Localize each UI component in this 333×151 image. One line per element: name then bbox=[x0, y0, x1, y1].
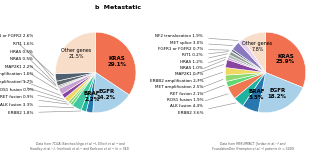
Wedge shape bbox=[225, 67, 265, 75]
Text: MAP2K1 2.2%: MAP2K1 2.2% bbox=[5, 65, 58, 90]
Wedge shape bbox=[59, 72, 96, 94]
Text: ERBB2 amplification 1.6%: ERBB2 amplification 1.6% bbox=[0, 72, 61, 95]
Text: Other genes
21.5%: Other genes 21.5% bbox=[61, 48, 91, 59]
Text: MAP2K1 0.7%: MAP2K1 0.7% bbox=[175, 60, 225, 77]
Wedge shape bbox=[265, 32, 306, 88]
Text: RIT1 1.6%: RIT1 1.6% bbox=[13, 42, 55, 81]
Text: MET splice 3.0%: MET splice 3.0% bbox=[170, 41, 233, 46]
Text: ERBB2 1.8%: ERBB2 1.8% bbox=[8, 111, 81, 115]
Text: ERBB2 amplification 2.7%: ERBB2 amplification 2.7% bbox=[150, 64, 224, 83]
Wedge shape bbox=[258, 72, 303, 113]
Text: RET fusion 2.1%: RET fusion 2.1% bbox=[170, 79, 223, 96]
Text: BRAF
5.5%: BRAF 5.5% bbox=[248, 89, 264, 100]
Wedge shape bbox=[68, 72, 96, 104]
Text: NF2 translocation 1.9%: NF2 translocation 1.9% bbox=[156, 34, 238, 40]
Wedge shape bbox=[93, 72, 129, 113]
Text: ROS1 fusion 0.9%: ROS1 fusion 0.9% bbox=[0, 88, 67, 102]
Wedge shape bbox=[228, 55, 265, 72]
Text: ROS1 fusion 1.9%: ROS1 fusion 1.9% bbox=[166, 85, 224, 102]
Text: RET fusion 0.9%: RET fusion 0.9% bbox=[0, 95, 69, 104]
Text: NRAS 0.5%: NRAS 0.5% bbox=[10, 57, 56, 86]
Text: EGFR
14.2%: EGFR 14.2% bbox=[97, 89, 116, 100]
Wedge shape bbox=[62, 72, 96, 98]
Wedge shape bbox=[243, 32, 265, 72]
Text: HRAS 1.2%: HRAS 1.2% bbox=[180, 54, 227, 64]
Text: MET amplification 1.7%: MET amplification 1.7% bbox=[0, 80, 64, 99]
Wedge shape bbox=[58, 72, 96, 89]
Wedge shape bbox=[226, 72, 265, 87]
Wedge shape bbox=[235, 72, 265, 106]
Wedge shape bbox=[55, 72, 96, 81]
Text: MET amplification 2.5%: MET amplification 2.5% bbox=[155, 72, 223, 89]
Text: ALK fusion 4.4%: ALK fusion 4.4% bbox=[170, 94, 228, 108]
Text: HRAS 0.5%: HRAS 0.5% bbox=[10, 50, 56, 85]
Wedge shape bbox=[227, 58, 265, 72]
Wedge shape bbox=[86, 72, 96, 113]
Text: ALK fusion 3.3%: ALK fusion 3.3% bbox=[0, 103, 74, 108]
Text: EGFR
18.2%: EGFR 18.2% bbox=[268, 88, 287, 99]
Wedge shape bbox=[58, 72, 96, 87]
Wedge shape bbox=[231, 49, 265, 72]
Wedge shape bbox=[232, 43, 265, 72]
Text: NRAS 1.0%: NRAS 1.0% bbox=[180, 57, 226, 70]
Text: ERBB2 3.6%: ERBB2 3.6% bbox=[177, 103, 236, 115]
Wedge shape bbox=[56, 72, 96, 86]
Text: Data from MSK-IMPACT (Jordan et al.⁷⁴) and
FoundationOne (Frampton et al.⁷⁵) pat: Data from MSK-IMPACT (Jordan et al.⁷⁴) a… bbox=[212, 142, 294, 151]
Wedge shape bbox=[225, 60, 265, 72]
Wedge shape bbox=[243, 72, 265, 112]
Wedge shape bbox=[228, 72, 265, 98]
Wedge shape bbox=[239, 39, 265, 72]
Text: FGFR1 or FGFR2 2.6%: FGFR1 or FGFR2 2.6% bbox=[0, 34, 54, 76]
Text: RIT1 0.2%: RIT1 0.2% bbox=[182, 52, 228, 57]
Wedge shape bbox=[225, 72, 265, 81]
Text: Other genes
7.8%: Other genes 7.8% bbox=[242, 41, 273, 52]
Text: b  Metastatic: b Metastatic bbox=[95, 5, 141, 10]
Text: KRAS
25.9%: KRAS 25.9% bbox=[276, 54, 295, 64]
Text: KRAS
29.1%: KRAS 29.1% bbox=[108, 56, 127, 66]
Wedge shape bbox=[81, 72, 96, 112]
Text: FGFR1 or FGFR2 0.7%: FGFR1 or FGFR2 0.7% bbox=[158, 47, 229, 51]
Wedge shape bbox=[229, 52, 265, 72]
Wedge shape bbox=[55, 32, 96, 74]
Wedge shape bbox=[96, 32, 136, 95]
Text: BRAF
2.2%: BRAF 2.2% bbox=[84, 91, 100, 102]
Wedge shape bbox=[72, 72, 96, 110]
Wedge shape bbox=[70, 72, 96, 105]
Wedge shape bbox=[65, 72, 96, 102]
Wedge shape bbox=[231, 51, 265, 72]
Text: Data from TCGA (Sanchez-Vega et al.¹⁸), Elliott et al.¹⁹ and
Hoadley et al.⁷⁰), : Data from TCGA (Sanchez-Vega et al.¹⁸), … bbox=[30, 142, 130, 151]
